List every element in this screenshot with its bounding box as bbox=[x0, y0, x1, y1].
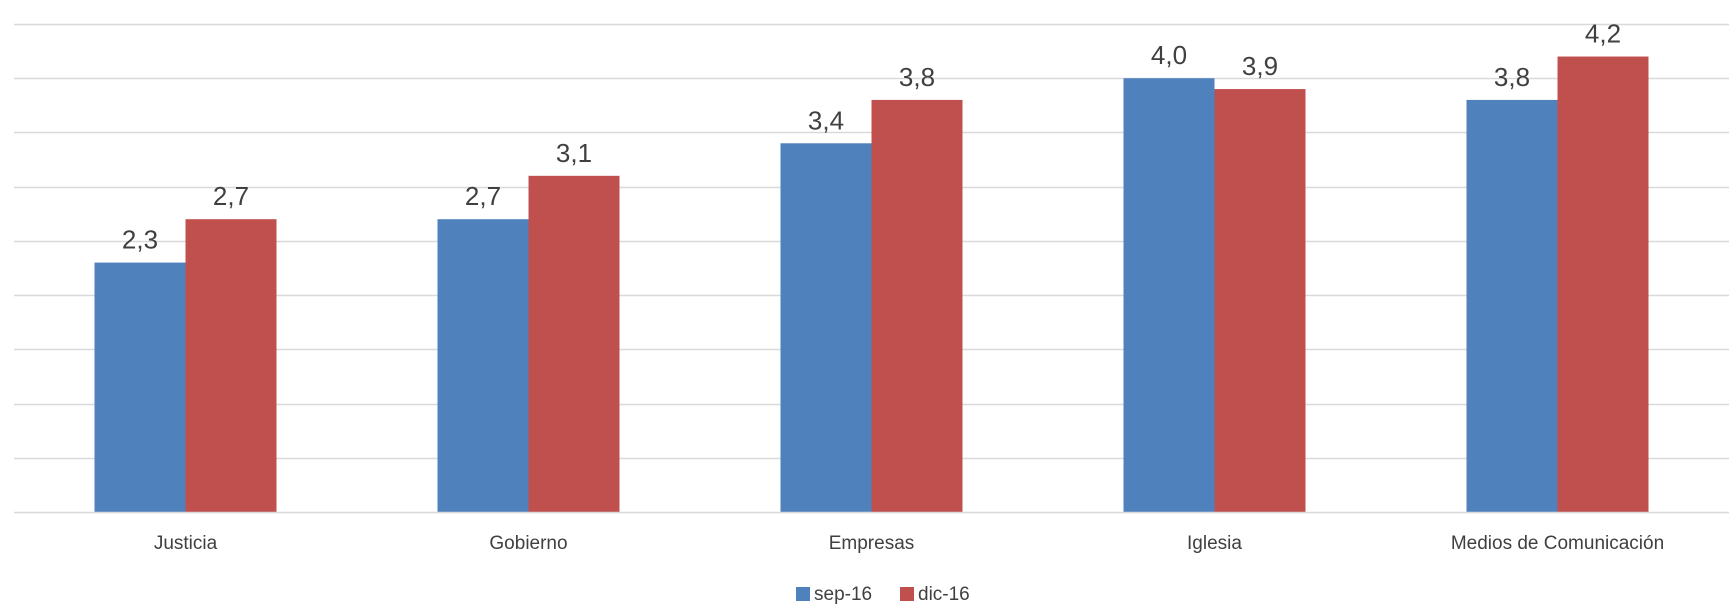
data-label-dic-16-0: 2,7 bbox=[213, 181, 249, 211]
legend-label-sep-16: sep-16 bbox=[814, 584, 872, 605]
category-label-4: Medios de Comunicación bbox=[1451, 533, 1664, 554]
data-label-sep-16-2: 3,4 bbox=[808, 105, 844, 135]
legend: sep-16 dic-16 bbox=[796, 584, 970, 605]
category-label-0: Justicia bbox=[154, 533, 218, 554]
data-label-sep-16-1: 2,7 bbox=[465, 181, 501, 211]
bar-sep-16-3 bbox=[1123, 78, 1215, 512]
data-label-sep-16-0: 2,3 bbox=[122, 225, 158, 255]
bar-dic-16-3 bbox=[1214, 89, 1306, 513]
bar-sep-16-1 bbox=[437, 219, 529, 512]
category-labels: Justicia Gobierno Empresas Iglesia Medios de… bbox=[154, 533, 1664, 554]
bar-dic-16-2 bbox=[871, 99, 963, 513]
bar-dic-16-0 bbox=[185, 219, 277, 512]
category-label-3: Iglesia bbox=[1187, 533, 1242, 554]
data-labels: 2,3 2,7 2,7 3,1 3,4 3,8 4,0 3,9 3,8 4,2 bbox=[122, 19, 1621, 255]
bar-sep-16-0 bbox=[94, 262, 186, 512]
category-label-1: Gobierno bbox=[489, 533, 567, 554]
data-label-sep-16-4: 3,8 bbox=[1494, 62, 1530, 92]
bar-sep-16-2 bbox=[780, 143, 872, 513]
category-label-2: Empresas bbox=[829, 533, 915, 554]
data-label-dic-16-3: 3,9 bbox=[1242, 51, 1278, 81]
legend-label-dic-16: dic-16 bbox=[918, 584, 970, 605]
legend-swatch-sep-16 bbox=[796, 587, 810, 601]
data-label-dic-16-2: 3,8 bbox=[899, 62, 935, 92]
data-label-dic-16-4: 4,2 bbox=[1585, 19, 1621, 49]
data-label-dic-16-1: 3,1 bbox=[556, 138, 592, 168]
bar-dic-16-1 bbox=[528, 175, 620, 513]
bars bbox=[94, 56, 1649, 513]
bar-dic-16-4 bbox=[1557, 56, 1649, 513]
bar-sep-16-4 bbox=[1466, 99, 1558, 513]
legend-swatch-dic-16 bbox=[900, 587, 914, 601]
data-label-sep-16-3: 4,0 bbox=[1151, 40, 1187, 70]
